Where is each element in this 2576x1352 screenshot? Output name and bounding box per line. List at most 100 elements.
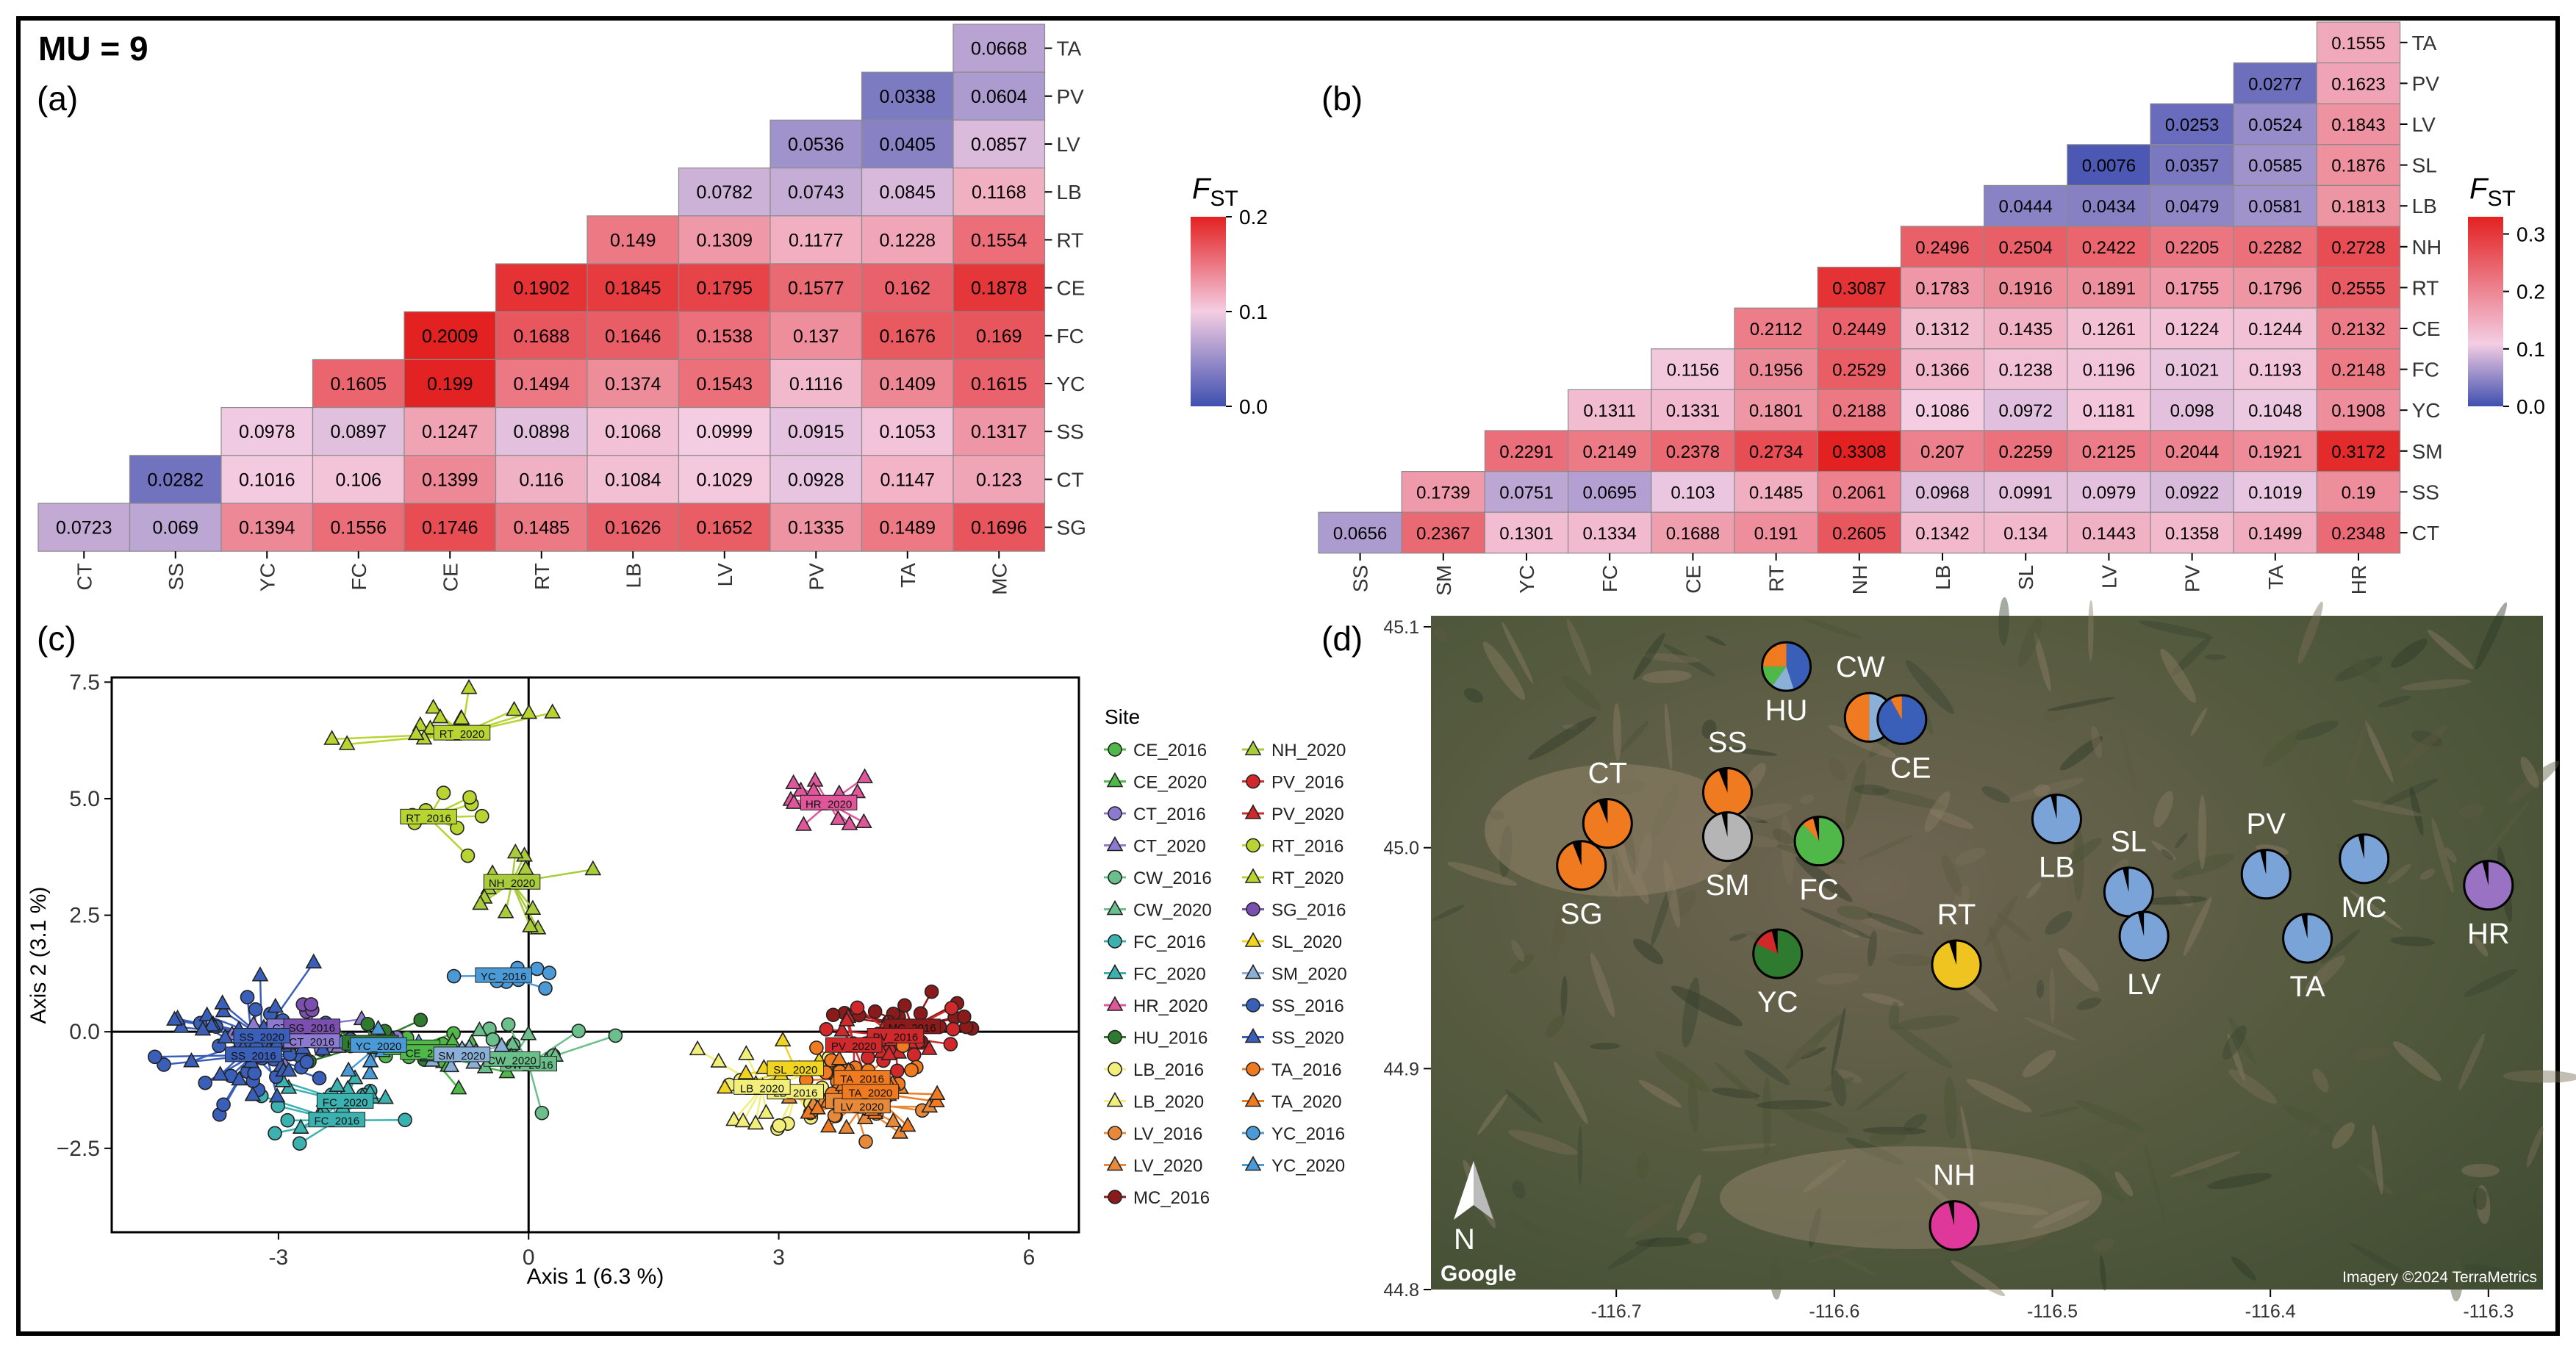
heat-cell-value: 0.3308 bbox=[1832, 442, 1886, 462]
terrain-texture bbox=[2320, 929, 2361, 964]
terrain-texture bbox=[2075, 1100, 2145, 1132]
pcoa-ylabel: Axis 2 (3.1 %) bbox=[26, 887, 51, 1024]
pcoa-point bbox=[431, 708, 449, 724]
terrain-texture bbox=[2022, 1050, 2056, 1078]
pcoa-point bbox=[215, 1002, 232, 1018]
heat-row-label: CT bbox=[1057, 468, 1084, 491]
terrain-texture bbox=[2228, 1015, 2256, 1065]
pcoa-point bbox=[716, 1078, 733, 1094]
pie-slice bbox=[2358, 834, 2364, 859]
terrain-texture bbox=[2417, 1188, 2490, 1202]
pcoa-point bbox=[944, 1001, 959, 1015]
heat-cell bbox=[1817, 389, 1901, 431]
legend-label: LV_2020 bbox=[1133, 1157, 1202, 1176]
terrain-texture bbox=[2056, 682, 2081, 720]
heat-cell bbox=[2233, 184, 2317, 227]
terrain-texture bbox=[2179, 853, 2235, 877]
legend-marker bbox=[1106, 1091, 1124, 1107]
legend-tick-label: 0.0 bbox=[1239, 395, 1268, 418]
heat-cell bbox=[312, 455, 405, 504]
site-label: LB bbox=[2039, 852, 2075, 884]
heat-cell bbox=[403, 359, 497, 409]
heat-col-label: SL bbox=[2014, 565, 2037, 590]
heat-cell bbox=[1484, 430, 1569, 472]
heat-cell-value: 0.116 bbox=[519, 470, 564, 490]
heat-cell-value: 0.2291 bbox=[1499, 442, 1553, 462]
heat-cell-value: 0.1342 bbox=[1915, 524, 1969, 544]
legend-marker bbox=[1246, 902, 1260, 917]
terrain-texture bbox=[2472, 1187, 2487, 1210]
heat-cell bbox=[861, 215, 954, 265]
heat-cell bbox=[2150, 103, 2234, 145]
heat-cell-value: 0.137 bbox=[793, 326, 839, 347]
heat-cell bbox=[2067, 307, 2151, 350]
terrain-texture bbox=[1546, 1015, 1565, 1038]
terrain-texture bbox=[1998, 597, 2009, 646]
terrain-texture bbox=[1432, 905, 1465, 921]
terrain-texture bbox=[1714, 1062, 1760, 1102]
heat-cell-value: 0.1228 bbox=[880, 230, 936, 251]
heat-cell bbox=[952, 503, 1046, 552]
legend-marker bbox=[1106, 899, 1124, 916]
pcoa-point bbox=[407, 724, 425, 741]
pcoa-point bbox=[268, 1087, 286, 1103]
terrain-texture bbox=[2139, 620, 2214, 639]
centroid-label-box bbox=[825, 1037, 883, 1053]
heat-cell bbox=[2150, 184, 2234, 227]
heat-cell-value: 0.191 bbox=[1754, 524, 1798, 544]
terrain-texture bbox=[1857, 834, 1914, 860]
heat-row-label: RT bbox=[2412, 276, 2439, 299]
terrain-texture bbox=[1809, 1242, 1873, 1262]
site-label: CE bbox=[1890, 752, 1931, 784]
site-legend: Site CE_2016 CE_2020 CT_2016 CT_2020 CW_2016… bbox=[1104, 705, 1347, 1208]
terrain-texture bbox=[2026, 882, 2042, 899]
heat-col-label: SS bbox=[165, 563, 187, 590]
north-arrow-shadow-icon bbox=[1474, 1161, 1493, 1220]
pcoa-point bbox=[725, 1110, 742, 1126]
site-label: CW bbox=[1836, 651, 1885, 683]
terrain-texture bbox=[2160, 648, 2196, 703]
heat-col-label: RT bbox=[531, 563, 553, 590]
heat-row-label: FC bbox=[1057, 325, 1084, 348]
y-tick-label: 0.0 bbox=[69, 1020, 100, 1044]
terrain-texture bbox=[1510, 954, 1535, 974]
x-tick-label: 6 bbox=[1023, 1245, 1036, 1270]
legend-label: LB_2016 bbox=[1133, 1060, 1204, 1080]
pcoa-point bbox=[338, 735, 356, 750]
y-tick-label: 45.1 bbox=[1383, 617, 1419, 638]
heat-cell bbox=[2316, 511, 2401, 554]
heat-cell bbox=[1984, 267, 2068, 309]
pie-slice bbox=[2482, 860, 2489, 885]
terrain-texture bbox=[2114, 1171, 2134, 1197]
pie-slice bbox=[2464, 860, 2513, 910]
site-label: NH bbox=[1933, 1159, 1976, 1192]
pcoa-point bbox=[904, 1062, 919, 1078]
terrain-texture bbox=[1823, 1077, 1854, 1092]
pcoa-point bbox=[362, 1052, 379, 1068]
centroid-label: FC_2020 bbox=[323, 1096, 368, 1109]
heat-cell-value: 0.1876 bbox=[2331, 157, 2385, 176]
pcoa-point bbox=[758, 1104, 775, 1119]
heat-cell-value: 0.1783 bbox=[1915, 278, 1969, 298]
pie-slice bbox=[2032, 794, 2081, 844]
heat-col-label: NH bbox=[1848, 565, 1871, 594]
pcoa-point bbox=[240, 990, 255, 1004]
heat-row-label: LV bbox=[2412, 113, 2436, 136]
terrain-texture bbox=[1944, 1076, 1958, 1140]
legend-label: TA_2020 bbox=[1271, 1093, 1342, 1112]
pie-slice bbox=[1877, 695, 1926, 744]
heat-cell-value: 0.1688 bbox=[514, 326, 570, 347]
heat-col-label: CT bbox=[73, 563, 96, 590]
terrain-texture bbox=[2390, 936, 2435, 946]
pie-slice bbox=[1786, 642, 1811, 690]
heat-cell bbox=[2316, 389, 2401, 431]
heat-cell bbox=[1734, 348, 1818, 390]
terrain-texture bbox=[1862, 918, 1915, 933]
centroid-label: TA_2016 bbox=[840, 1074, 884, 1086]
terrain-texture bbox=[2364, 720, 2394, 783]
heat-cell-value: 0.0656 bbox=[1333, 524, 1387, 544]
centroid-label-box bbox=[400, 808, 457, 824]
terrain-texture bbox=[1941, 855, 1962, 896]
pcoa-point bbox=[795, 816, 812, 831]
terrain-texture bbox=[2353, 1046, 2392, 1060]
